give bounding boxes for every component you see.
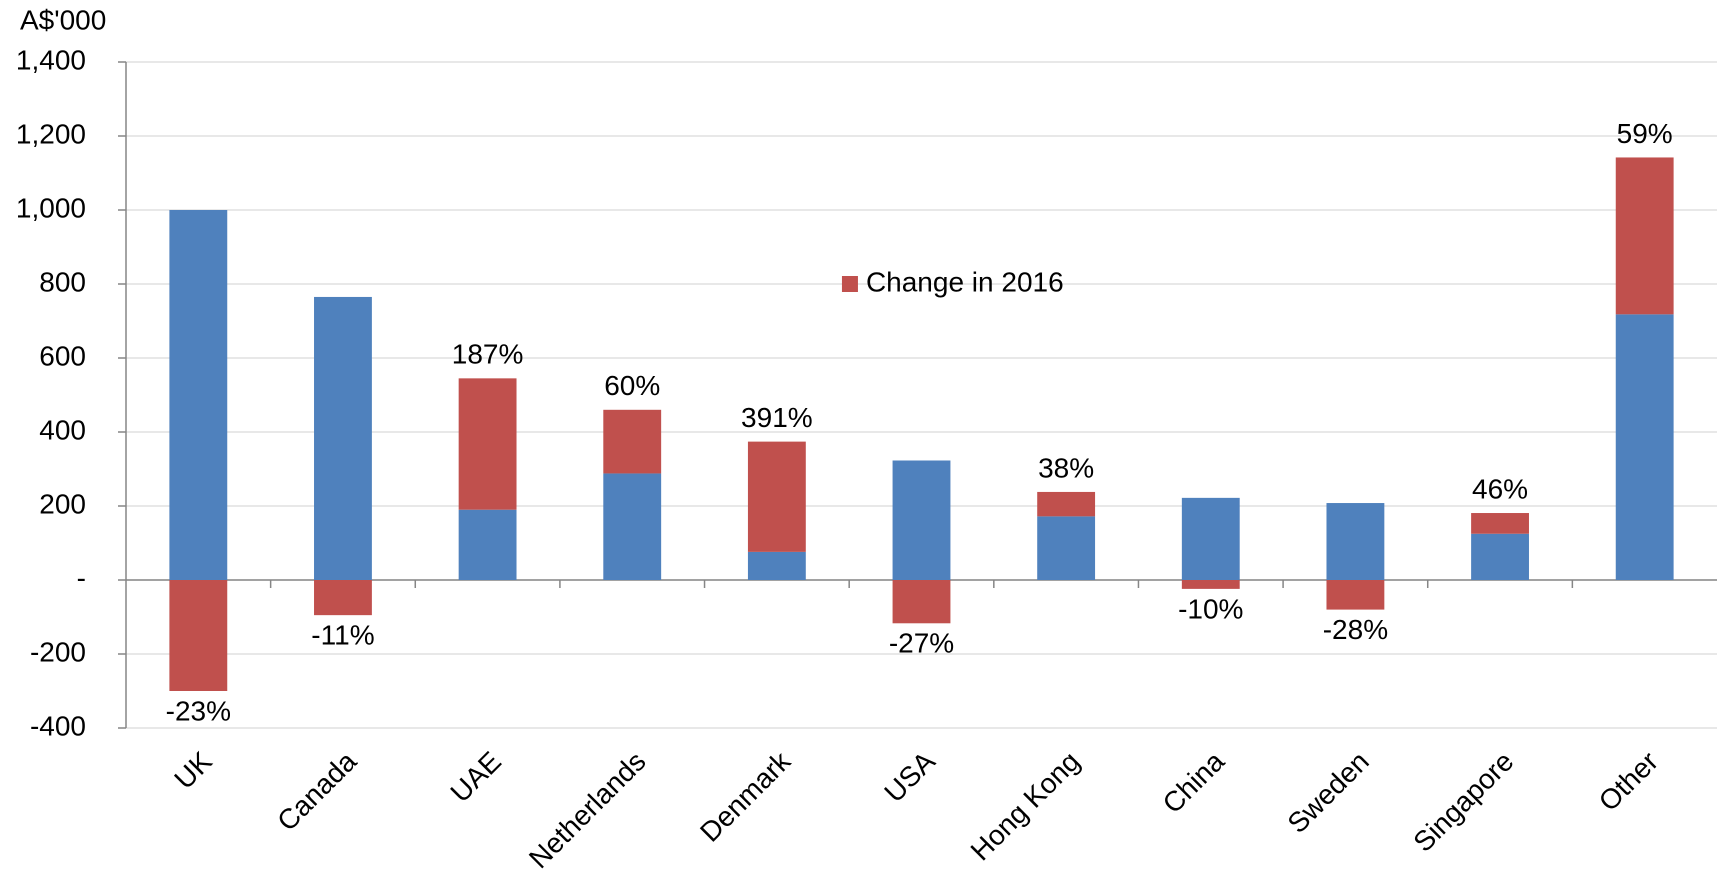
bar xyxy=(1037,516,1096,580)
y-axis-label: A$'000 xyxy=(20,4,106,35)
annotation: -23% xyxy=(166,695,231,726)
bar xyxy=(1326,580,1385,610)
annotation: -10% xyxy=(1178,593,1243,624)
bar xyxy=(169,580,228,691)
annotation: 46% xyxy=(1472,473,1528,504)
y-tick-label: 400 xyxy=(39,414,86,445)
annotation: -11% xyxy=(311,620,374,651)
y-tick-label: -400 xyxy=(30,710,86,741)
bar xyxy=(1615,314,1674,580)
bar xyxy=(1326,503,1385,580)
x-tick-label: Sweden xyxy=(1281,746,1374,839)
bar xyxy=(747,551,806,580)
bar xyxy=(169,210,228,580)
x-tick-label: USA xyxy=(878,745,941,808)
bar xyxy=(892,580,951,624)
y-tick-label: 600 xyxy=(39,340,86,371)
legend-swatch xyxy=(841,276,858,292)
bar xyxy=(1181,580,1240,589)
legend-label: Change in 2016 xyxy=(866,266,1064,297)
bar xyxy=(1181,497,1240,580)
x-tick-label: Hong Kong xyxy=(965,746,1086,867)
bar xyxy=(314,580,372,616)
annotation: 59% xyxy=(1617,118,1673,149)
x-tick-label: Singapore xyxy=(1407,746,1519,858)
x-tick-label: Denmark xyxy=(694,745,797,848)
bar xyxy=(458,509,517,580)
bar xyxy=(892,460,951,580)
y-tick-label: 200 xyxy=(39,488,86,519)
annotation: -27% xyxy=(889,628,954,659)
bar xyxy=(1037,491,1096,517)
y-tick-label: -200 xyxy=(30,636,86,667)
annotation: -28% xyxy=(1323,614,1388,645)
y-tick-label: 1,200 xyxy=(16,118,86,149)
y-tick-label: - xyxy=(77,562,86,593)
bar xyxy=(458,378,517,510)
annotation: 391% xyxy=(741,402,813,433)
bar xyxy=(747,441,806,552)
x-tick-label: UAE xyxy=(444,746,507,809)
annotation: 38% xyxy=(1038,452,1094,483)
bar xyxy=(603,473,662,580)
x-tick-label: Canada xyxy=(271,745,363,837)
x-tick-label: UK xyxy=(168,745,218,795)
x-tick-label: Netherlands xyxy=(523,746,652,875)
bar xyxy=(603,409,662,474)
bar xyxy=(1471,513,1529,534)
x-tick-label: China xyxy=(1157,745,1231,819)
annotation: 60% xyxy=(604,370,660,401)
y-tick-label: 1,000 xyxy=(16,192,86,223)
annotation: 187% xyxy=(452,339,524,370)
bar xyxy=(1615,157,1674,315)
bar xyxy=(1471,533,1529,580)
x-tick-label: Other xyxy=(1593,746,1664,817)
y-tick-label: 800 xyxy=(39,266,86,297)
bar xyxy=(314,296,372,580)
y-tick-label: 1,400 xyxy=(16,44,86,75)
